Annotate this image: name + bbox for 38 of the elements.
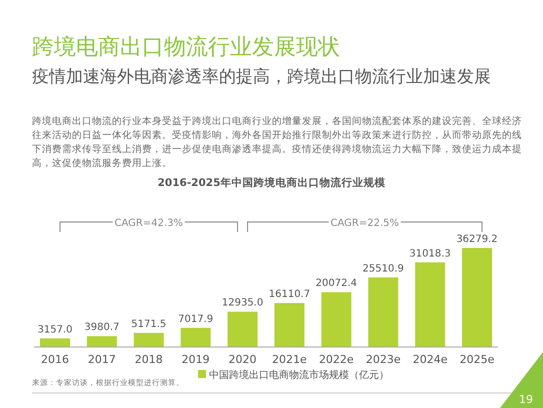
data-label: 36279.2: [456, 234, 498, 245]
x-tick-label: 2025e: [460, 353, 495, 366]
x-tick-label: 2020: [228, 353, 257, 366]
x-tick-label: 2024e: [412, 353, 448, 366]
text: CAGR=22.5%: [330, 218, 400, 229]
x-tick-label: 2019: [182, 353, 210, 366]
bar: [415, 262, 446, 347]
x-tick-label: 2017: [88, 353, 116, 366]
bar: [321, 292, 352, 347]
text: CAGR=42.3%: [114, 218, 184, 229]
data-label: 3157.0: [38, 324, 72, 336]
x-tick-label: 2018: [134, 353, 163, 366]
data-label: 31018.3: [409, 248, 451, 260]
data-label: 5171.5: [131, 318, 166, 330]
bar: [368, 277, 398, 347]
text: 19: [519, 393, 533, 406]
text: 2016-2025年中国跨境电商出口物流行业规模: [158, 176, 386, 189]
data-label: 7017.9: [178, 314, 214, 325]
x-tick-label: 2021e: [272, 353, 308, 366]
bar: [462, 248, 492, 347]
chart-title: 跨境电商出口物流行业发展现状: [32, 35, 340, 60]
bar: [180, 328, 211, 347]
bar: [274, 303, 304, 347]
data-label: 16110.7: [268, 289, 310, 300]
x-tick-label: 2023e: [366, 353, 401, 366]
x-tick-label: 2022e: [318, 353, 354, 366]
x-tick-label: 2016: [41, 353, 69, 366]
data-label: 12935.0: [222, 298, 264, 309]
data-label: 3980.7: [84, 322, 120, 334]
bar: [228, 312, 258, 347]
legend-label: 中国跨境出口电商物流市场规模（亿元）: [209, 369, 389, 381]
chart-subtitle: 疫情加速海外电商渗透率的提高，跨境出口物流行业加速发展: [32, 67, 491, 87]
bar: [134, 332, 164, 347]
data-label: 20072.4: [316, 278, 358, 290]
data-label: 25510.9: [362, 263, 404, 274]
bar: [86, 336, 117, 347]
bar: [40, 338, 70, 347]
text: 跨境电商出口物流的行业本身受益于跨境出口电商行业的增量发展，各国间物流配套体系的建设完善、全球经济往来活动的日益一体化等因素。受疫情影响，海外各国开始推行限制外出等政策来进行防控，从而带动原先的线下消费需求传导至线上消费，进一步促使电商渗透率提高。疫情还使得跨境物流运力大幅下降，致使运力成本提高，这促使物流服务费用上涨。: [32, 115, 522, 169]
